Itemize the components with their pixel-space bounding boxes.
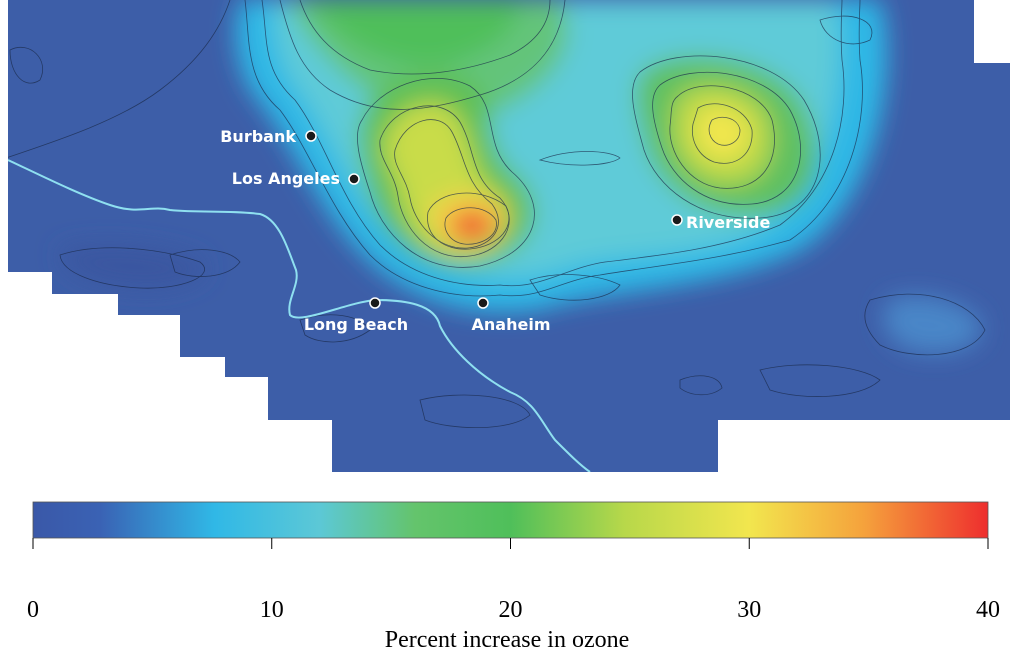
city-dot-los-angeles [348,173,360,185]
colorbar-gradient [32,501,989,539]
city-dot-burbank [305,130,317,142]
city-label-los-angeles: Los Angeles [232,169,340,188]
colorbar-tick-label-40: 40 [976,597,1000,623]
colorbar-axis-title: Percent increase in ozone [384,627,630,653]
colorbar-tick-label-20: 20 [498,597,523,623]
colorbar-tick-label-10: 10 [259,597,284,623]
city-label-riverside: Riverside [686,213,770,232]
city-dot-riverside [671,214,683,226]
city-label-long-beach: Long Beach [304,315,408,334]
city-dot-anaheim [477,297,489,309]
colorbar [32,501,989,549]
colorbar-tick-label-30: 30 [737,597,762,623]
city-markers: Burbank Los Angeles Riverside Long Beach Ana… [220,127,770,334]
coastline [8,159,591,472]
map-field [8,0,1010,472]
colorbar-tick-label-0: 0 [27,597,39,623]
city-label-burbank: Burbank [220,127,296,146]
city-label-anaheim: Anaheim [472,315,551,334]
city-dot-long-beach [369,297,381,309]
